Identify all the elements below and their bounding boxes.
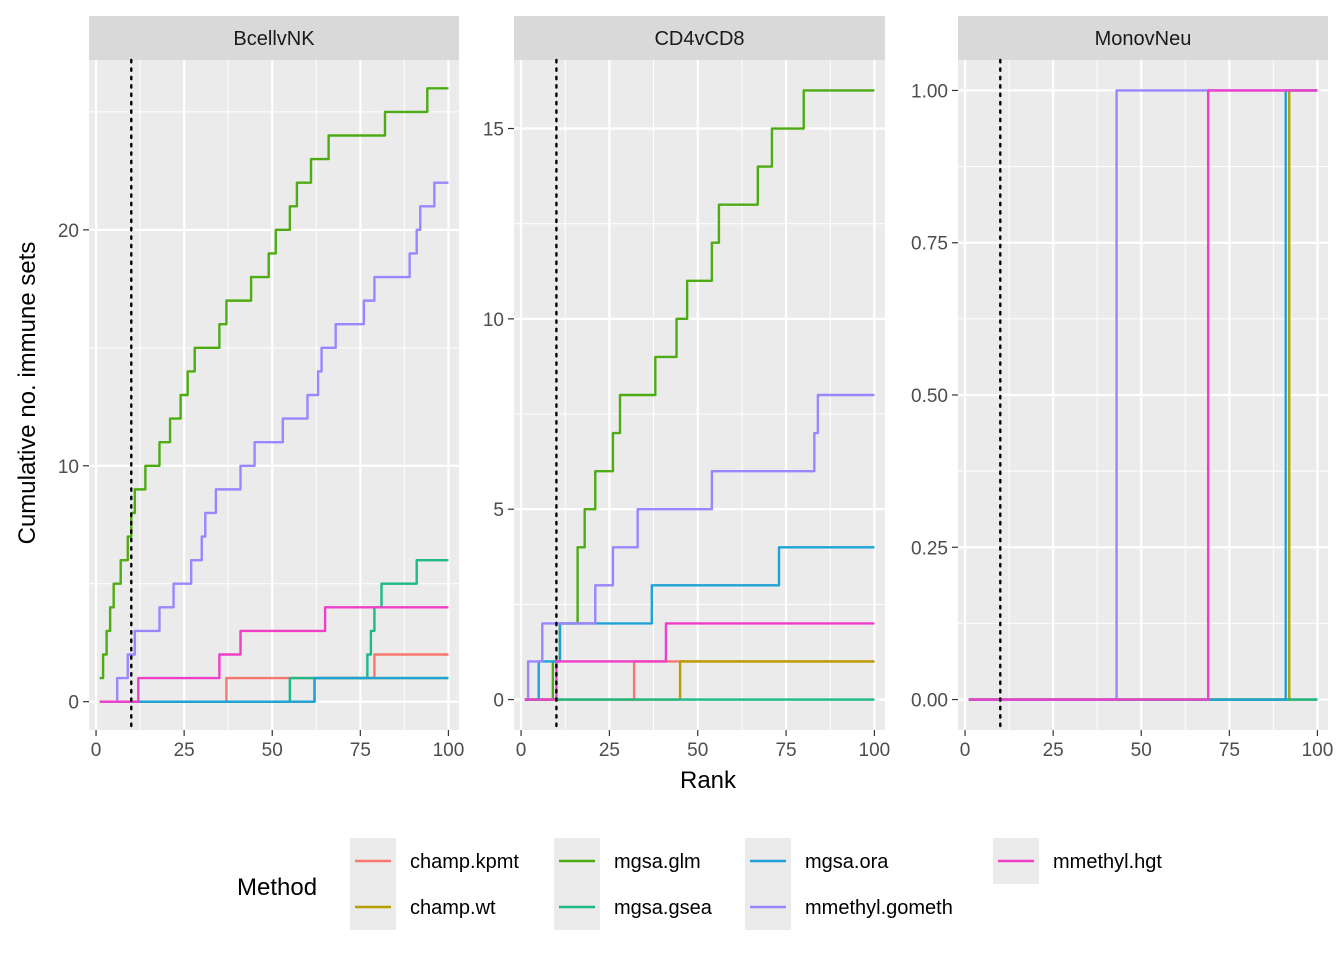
legend-label: champ.kpmt [410,851,519,873]
legend-title: Method [237,874,317,901]
series-mgsa-glm [524,89,875,701]
x-tick-label: 50 [687,740,708,761]
y-tick-label: 5 [493,500,504,521]
panel-title: CD4vCD8 [654,28,744,50]
y-tick-label: 1.00 [911,81,948,102]
x-tick-label: 75 [1219,740,1240,761]
x-tick-label: 100 [859,740,891,761]
y-tick-label: 0 [493,691,504,712]
y-tick-label: 0.75 [911,234,948,255]
legend-item-mmethyl-hgt: mmethyl.hgt [993,838,1162,884]
panel-monovneu: MonovNeu 0 25 50 75 100 0.00 0.25 0.50 0.75 1.00 [911,16,1333,761]
y-tick-label: 15 [483,120,504,141]
x-tick-label: 0 [960,740,971,761]
panel-strip [514,16,885,60]
legend-label: mmethyl.hgt [1053,851,1162,873]
y-tick-label: 0.25 [911,538,948,559]
legend-label: mgsa.gsea [614,897,713,919]
legend-label: mgsa.glm [614,851,701,873]
series-mmethyl-gometh [524,393,875,701]
series-mgsa-glm [99,87,449,680]
legend-item-mgsa-glm: mgsa.glm [554,838,701,884]
x-tick-label: 25 [174,740,195,761]
series-mmethyl-gometh [99,181,449,703]
x-tick-label: 25 [1043,740,1064,761]
panel-cd4vcd8: CD4vCD8 0 25 50 75 100 0 5 10 15 [483,16,890,761]
panel-title: MonovNeu [1095,28,1192,50]
panel-strip [958,16,1328,60]
x-tick-label: 100 [433,740,465,761]
series-mgsa-gsea [99,558,449,703]
x-tick-label: 50 [1131,740,1152,761]
panel-background [89,60,459,730]
legend-item-mgsa-gsea: mgsa.gsea [554,884,713,930]
x-tick-label: 50 [262,740,283,761]
legend: Method champ.kpmt champ.wt mgsa.glm mgsa.gs… [237,838,1162,930]
x-tick-label: 75 [775,740,796,761]
legend-label: champ.wt [410,897,496,919]
legend-item-mgsa-ora: mgsa.ora [745,838,889,884]
series-mmethyl-hgt [968,89,1318,701]
series-mmethyl-hgt [524,622,875,701]
y-tick-label: 0 [68,693,79,714]
series-mgsa-ora [99,676,449,703]
y-tick-label: 0.00 [911,691,948,712]
x-tick-label: 0 [516,740,527,761]
y-tick-label: 0.50 [911,386,948,407]
x-axis-title: Rank [680,767,737,794]
x-tick-label: 100 [1302,740,1334,761]
y-tick-label: 20 [58,221,79,242]
legend-label: mmethyl.gometh [805,897,953,919]
y-tick-label: 10 [58,457,79,478]
legend-item-mmethyl-gometh: mmethyl.gometh [745,884,953,930]
series-mmethyl-hgt [99,606,449,703]
x-tick-label: 25 [599,740,620,761]
series-mgsa-ora [524,546,875,701]
y-axis-title: Cumulative no. immune sets [14,242,41,545]
legend-item-champ-kpmt: champ.kpmt [350,838,519,884]
panel-title: BcellvNK [233,28,315,50]
y-tick-label: 10 [483,310,504,331]
panel-bcellvnk: BcellvNK 0 25 50 75 100 0 10 20 [58,16,464,761]
x-tick-label: 0 [91,740,102,761]
legend-label: mgsa.ora [805,851,889,873]
panel-strip [89,16,459,60]
x-tick-label: 75 [350,740,371,761]
legend-item-champ-wt: champ.wt [350,884,496,930]
